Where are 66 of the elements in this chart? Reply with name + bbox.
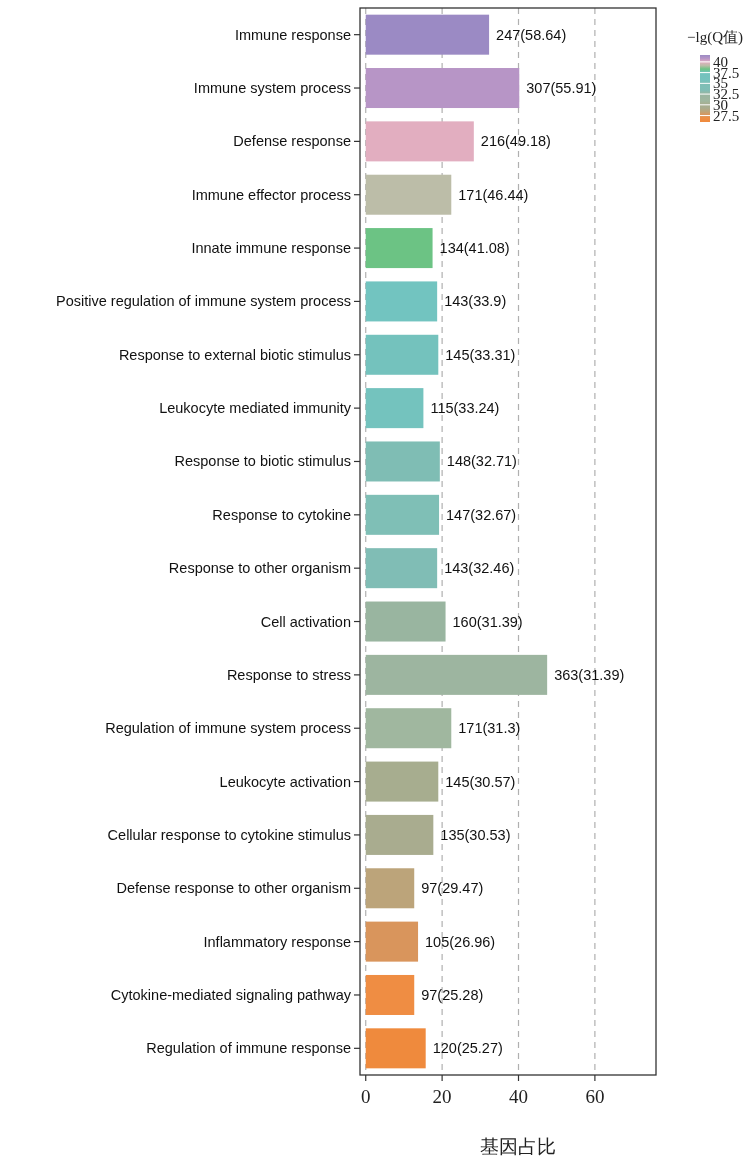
y-tick-label: Regulation of immune system process xyxy=(105,720,351,737)
bar xyxy=(365,174,452,215)
y-tick-label: Defense response xyxy=(233,133,351,150)
bar xyxy=(365,228,433,269)
annotation: 147(32.67) xyxy=(446,506,517,523)
y-tick-label: Response to biotic stimulus xyxy=(174,453,351,470)
bar xyxy=(365,68,520,109)
bar xyxy=(365,708,452,749)
annotation: 247(58.64) xyxy=(496,26,567,43)
annotation: 135(30.53) xyxy=(440,826,511,843)
y-tick-label: Cell activation xyxy=(260,613,351,630)
x-tick-label: 40 xyxy=(509,1086,528,1107)
annotation: 143(32.46) xyxy=(444,560,515,577)
y-tick-label: Innate immune response xyxy=(191,240,351,257)
bar xyxy=(365,281,438,322)
annotation: 171(46.44) xyxy=(458,186,529,203)
bar xyxy=(365,548,438,589)
annotation: 145(33.31) xyxy=(445,346,516,363)
bar xyxy=(365,334,439,375)
annotation: 134(41.08) xyxy=(439,240,510,257)
y-tick-label: Response to cytokine xyxy=(212,506,351,523)
annotation: 160(31.39) xyxy=(452,613,523,630)
annotation: 363(31.39) xyxy=(554,666,625,683)
annotation: 171(31.3) xyxy=(458,720,521,737)
annotation: 105(26.96) xyxy=(425,933,496,950)
x-tick-label: 60 xyxy=(585,1086,605,1107)
x-tick-label: 0 xyxy=(360,1086,371,1107)
bar xyxy=(365,388,424,429)
y-tick-label: Regulation of immune response xyxy=(146,1040,351,1057)
y-tick-label: Immune effector process xyxy=(191,186,351,203)
bar xyxy=(365,814,434,855)
annotation: 216(49.18) xyxy=(480,133,551,150)
y-tick-label: Cellular response to cytokine stimulus xyxy=(107,826,351,843)
bar xyxy=(365,1028,426,1069)
bar xyxy=(365,601,446,642)
y-tick-label: Response to stress xyxy=(226,666,351,683)
bar xyxy=(365,761,439,802)
bar xyxy=(365,441,440,482)
annotation: 307(55.91) xyxy=(526,80,597,97)
y-tick-label: Inflammatory response xyxy=(203,933,351,950)
y-tick-label: Cytokine-mediated signaling pathway xyxy=(110,986,352,1003)
annotation: 143(33.9) xyxy=(444,293,507,310)
bar xyxy=(365,14,490,55)
y-tick-label: Leukocyte activation xyxy=(219,773,351,790)
bar xyxy=(365,974,415,1015)
annotation: 97(25.28) xyxy=(421,986,484,1003)
y-tick-label: Response to other organism xyxy=(168,560,351,577)
y-tick-label: Positive regulation of immune system process xyxy=(56,293,351,310)
bar xyxy=(365,654,548,695)
y-tick-label: Immune system process xyxy=(193,80,351,97)
bar xyxy=(365,494,440,535)
annotation: 145(30.57) xyxy=(445,773,516,790)
color-bar-title: −lg(Q值) xyxy=(687,29,743,46)
bar xyxy=(365,868,415,909)
x-axis-title: 基因占比 xyxy=(480,1136,556,1157)
bar xyxy=(365,921,419,962)
y-tick-label: Immune response xyxy=(234,26,351,43)
bar xyxy=(365,121,474,162)
annotation: 115(33.24) xyxy=(430,400,500,417)
y-tick-label: Defense response to other organism xyxy=(116,880,351,897)
y-tick-label: Leukocyte mediated immunity xyxy=(159,400,352,417)
x-tick-label: 20 xyxy=(432,1086,452,1107)
annotation: 120(25.27) xyxy=(432,1040,503,1057)
annotation: 97(29.47) xyxy=(421,880,484,897)
y-tick-label: Response to external biotic stimulus xyxy=(118,346,351,363)
annotation: 148(32.71) xyxy=(446,453,517,470)
